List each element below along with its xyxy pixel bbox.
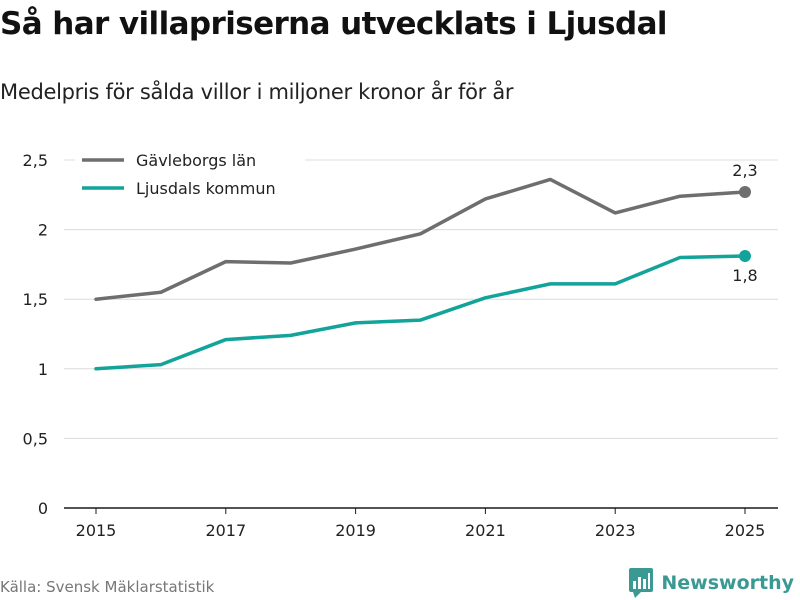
brand-name: Newsworthy	[661, 572, 794, 594]
source-note: Källa: Svensk Mäklarstatistik	[0, 578, 215, 596]
y-tick-label: 2,5	[23, 151, 48, 170]
data-label: 2,3	[732, 161, 757, 180]
x-tick-label: 2015	[76, 521, 117, 540]
chart-subtitle: Medelpris för sålda villor i miljoner kr…	[0, 80, 514, 104]
y-tick-label: 1	[38, 360, 48, 379]
y-axis: 0 0,5 1 1,5 2 2,5	[23, 151, 48, 518]
y-tick-label: 0	[38, 499, 48, 518]
line-chart: 0 0,5 1 1,5 2 2,5 2015 2017 2019 2021 2023 2025 Gä…	[23, 146, 778, 540]
series-end-marker	[739, 186, 751, 199]
x-tick-label: 2019	[335, 521, 376, 540]
newsworthy-logo-icon	[629, 568, 654, 598]
chart-end-labels: 2,3 1,8	[732, 161, 757, 285]
series-line	[94, 254, 747, 371]
chart-series	[94, 177, 751, 371]
newsworthy-logo[interactable]: Newsworthy	[629, 568, 794, 598]
series-line	[94, 177, 747, 301]
legend-label: Ljusdals kommun	[136, 179, 276, 198]
x-tick-label: 2021	[465, 521, 506, 540]
y-tick-label: 1,5	[23, 290, 48, 309]
x-tick-label: 2023	[595, 521, 636, 540]
x-axis: 2015 2017 2019 2021 2023 2025	[76, 508, 766, 540]
y-tick-label: 0,5	[23, 429, 48, 448]
chart-grid	[64, 159, 778, 509]
y-tick-label: 2	[38, 221, 48, 240]
page-title: Så har villapriserna utvecklats i Ljusda…	[0, 6, 668, 42]
chart-legend: Gävleborgs län Ljusdals kommun	[75, 146, 305, 200]
x-tick-label: 2025	[725, 521, 766, 540]
legend-label: Gävleborgs län	[136, 151, 256, 170]
data-label: 1,8	[732, 266, 757, 285]
x-tick-label: 2017	[205, 521, 246, 540]
series-end-marker	[739, 250, 751, 263]
